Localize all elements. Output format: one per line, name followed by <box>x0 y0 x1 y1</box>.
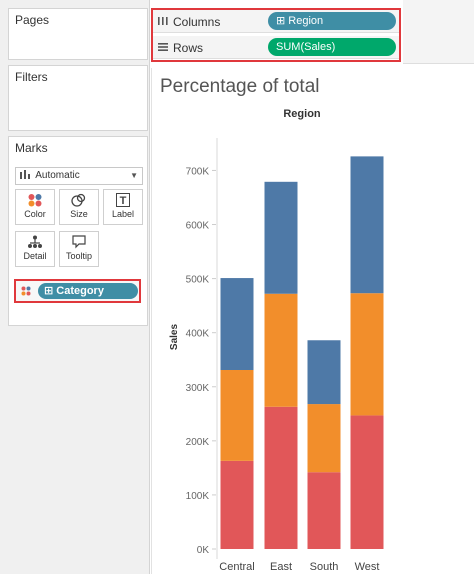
x-tick-label: East <box>270 561 292 573</box>
color-dots-icon <box>21 286 31 296</box>
bar-segment <box>220 460 254 549</box>
y-tick-label: 300K <box>186 383 210 394</box>
label-label: Label <box>111 209 135 219</box>
filters-title: Filters <box>15 70 48 84</box>
category-pill[interactable]: ⊞ Category <box>38 283 138 299</box>
tooltip-label: Tooltip <box>65 251 92 261</box>
x-tick-label: Central <box>219 561 254 573</box>
color-label: Color <box>24 209 46 219</box>
shelf-highlight <box>151 8 401 62</box>
bar-segment <box>307 404 341 473</box>
marks-title: Marks <box>15 141 48 155</box>
text-label-icon: T <box>116 193 130 207</box>
sum-sales-pill[interactable]: SUM(Sales) <box>268 38 396 56</box>
filters-card[interactable]: Filters <box>8 65 148 131</box>
color-icon <box>28 194 42 207</box>
x-tick-label: West <box>355 561 380 573</box>
category-pill-label: Category <box>56 285 104 297</box>
size-label: Size <box>70 209 88 219</box>
detail-label: Detail <box>23 251 47 261</box>
bar-segment <box>264 406 298 549</box>
bar-segment <box>307 340 341 405</box>
bar-segment <box>307 472 341 549</box>
bar-segment <box>350 415 384 549</box>
bar-segment <box>220 369 254 461</box>
pages-card[interactable]: Pages <box>8 8 148 60</box>
bar-segment <box>220 278 254 370</box>
bar-segment <box>264 181 298 294</box>
tooltip-icon <box>72 235 86 249</box>
size-icon <box>71 193 86 207</box>
shelf-extension <box>403 0 474 64</box>
y-tick-label: 400K <box>186 329 210 340</box>
detail-icon <box>28 235 42 248</box>
detail-button[interactable]: Detail <box>15 231 55 267</box>
y-tick-label: 100K <box>186 491 210 502</box>
stacked-bar-chart: Region Sales 0K 100K 200K 300K 400K 500K 600K 700… <box>169 108 384 573</box>
y-tick-label: 700K <box>186 166 210 177</box>
region-pill[interactable]: ⊞ Region <box>268 12 396 30</box>
columns-icon <box>158 17 168 25</box>
column-header-region: Region <box>283 108 321 120</box>
y-tick-label: 500K <box>186 275 210 286</box>
columns-label: Columns <box>173 15 221 29</box>
y-axis-title: Sales <box>169 323 180 350</box>
bar-chart-icon <box>20 170 30 179</box>
size-button[interactable]: Size <box>59 189 99 225</box>
left-panel: Pages Filters Marks Automatic ▼ Color Si… <box>0 0 150 574</box>
view-area <box>151 68 474 574</box>
y-tick-label: 0K <box>197 545 210 556</box>
rows-icon <box>158 43 168 51</box>
pages-title: Pages <box>15 13 50 27</box>
sum-sales-pill-label: SUM(Sales) <box>276 41 336 53</box>
mark-type-value: Automatic <box>35 170 80 181</box>
region-pill-label: Region <box>288 15 324 27</box>
color-encoding-row: ⊞ Category <box>14 279 141 303</box>
bar-segment <box>350 156 384 294</box>
rows-label: Rows <box>173 41 204 55</box>
label-button[interactable]: T Label <box>103 189 143 225</box>
y-tick-label: 200K <box>186 437 210 448</box>
y-tick-label: 600K <box>186 221 210 232</box>
mark-type-dropdown[interactable]: Automatic ▼ <box>15 167 143 185</box>
chart-title: Percentage of total <box>160 76 320 97</box>
bar-segment <box>264 293 298 407</box>
svg-text:T: T <box>120 195 127 207</box>
tooltip-button[interactable]: Tooltip <box>59 231 99 267</box>
marks-card: Marks Automatic ▼ Color Size <box>8 136 148 326</box>
rows-shelf[interactable]: Rows SUM(Sales) <box>153 36 399 59</box>
color-button[interactable]: Color <box>15 189 55 225</box>
chevron-down-icon: ▼ <box>130 171 138 180</box>
bar-segment <box>350 293 384 416</box>
columns-shelf[interactable]: Columns ⊞ Region <box>153 10 399 33</box>
x-tick-label: South <box>310 561 339 573</box>
